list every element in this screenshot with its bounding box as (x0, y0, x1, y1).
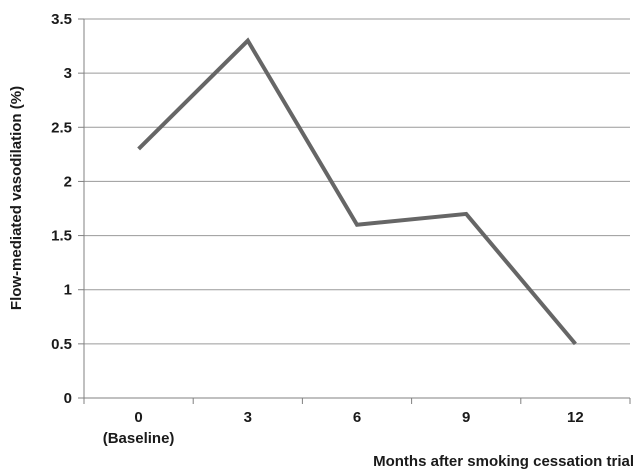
x-tick-label: 9 (462, 409, 470, 426)
y-tick-labels: 0 0.5 1 1.5 2 2.5 3 3.5 (51, 11, 72, 407)
x-tick-labels: 0 (Baseline) 3 6 9 12 (103, 409, 584, 447)
y-tick-label: 0.5 (51, 336, 72, 353)
y-axis-label: Flow-mediated vasodilation (%) (8, 86, 25, 310)
series-line (137, 37, 577, 346)
y-tick-label: 2 (64, 173, 72, 190)
series-group (137, 37, 577, 346)
x-tick-label: 0 (134, 409, 142, 426)
gridlines (84, 18, 630, 345)
x-tick-label: 6 (353, 409, 361, 426)
x-tick-label: 3 (244, 409, 252, 426)
y-tick-label: 3 (64, 65, 72, 82)
x-tick-sublabel: (Baseline) (103, 430, 175, 447)
y-tick-label: 0 (64, 390, 72, 407)
axes (78, 18, 631, 404)
x-axis-label: Months after smoking cessation trial (373, 453, 634, 470)
y-tick-label: 1.5 (51, 228, 72, 245)
y-tick-label: 2.5 (51, 119, 72, 136)
y-tick-label: 3.5 (51, 11, 72, 28)
x-tick-label: 12 (567, 409, 584, 426)
y-tick-label: 1 (64, 282, 72, 299)
